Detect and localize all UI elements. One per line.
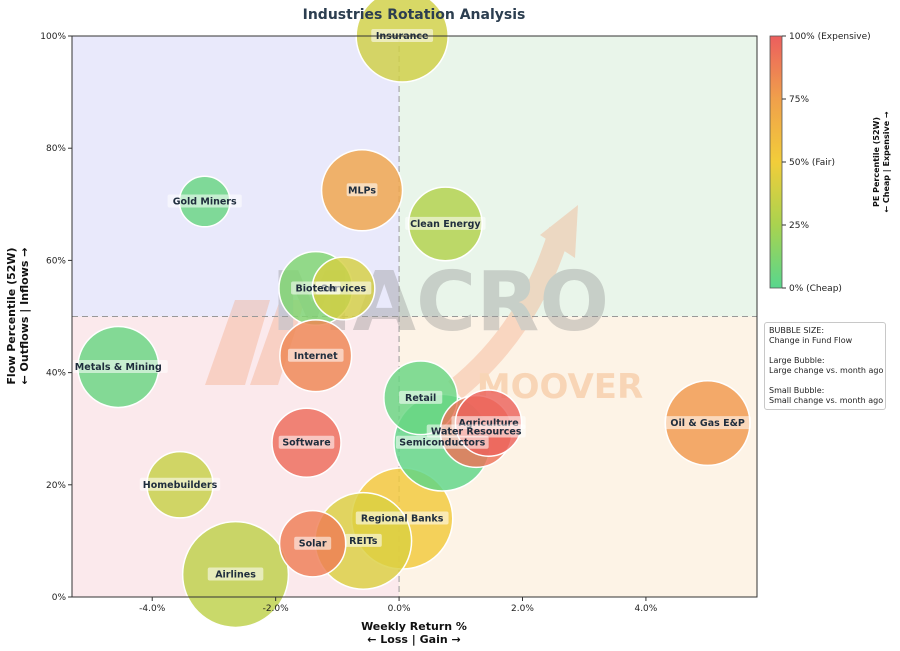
quadrant-backgrounds — [72, 36, 757, 597]
bubble-label-bg — [291, 281, 341, 295]
x-axis-label: Weekly Return % — [361, 620, 467, 633]
bubble-label: Agriculture — [458, 418, 518, 429]
bubble-label-bg — [346, 183, 378, 197]
x-tick-label: -4.0% — [139, 604, 166, 614]
bubble-size-legend: BUBBLE SIZE: Change in Fund Flow Large B… — [764, 322, 886, 410]
bubble-label: MLPs — [348, 185, 376, 196]
x-axis-sublabel: ← Loss | Gain → — [367, 633, 460, 646]
bubble-label: Retail — [405, 393, 436, 404]
bubble-label: Regional Banks — [361, 513, 444, 524]
y-tick-label: 0% — [52, 593, 67, 603]
y-tick-label: 100% — [40, 32, 66, 42]
bubble-label: Clean Energy — [410, 219, 481, 230]
x-tick-label: 0.0% — [388, 604, 411, 614]
bubble-label-bg — [395, 435, 489, 449]
bubble-label-bg — [664, 416, 751, 430]
bubble-label-bg — [287, 348, 344, 362]
y-tick-label: 60% — [46, 256, 66, 266]
bubble-label-bg — [344, 533, 382, 547]
bubble-label: Services — [321, 283, 366, 294]
bubble-label: Water Resources — [431, 427, 522, 438]
bubble-label: Oil & Gas E&P — [670, 418, 744, 429]
bubble-label: Homebuilders — [143, 480, 218, 491]
bubble-label: Software — [282, 438, 330, 449]
plot-frame — [71, 35, 758, 598]
colorbar-tick-label: 25% — [789, 221, 809, 231]
quadrant-top-right — [399, 36, 757, 317]
y-tick-label: 20% — [46, 481, 66, 491]
colorbar-tick-label: 75% — [789, 95, 809, 105]
bubble-label: Airlines — [215, 570, 256, 581]
y-axis-label: Flow Percentile (52W) — [5, 247, 18, 384]
bubble-label: Gold Miners — [173, 196, 237, 207]
y-axis-sublabel: ← Outflows | Inflows → — [18, 248, 31, 385]
bubble-label: Internet — [294, 351, 338, 362]
reference-lines — [72, 36, 757, 597]
bubble-label-bg — [426, 424, 526, 438]
bubble-label-bg — [139, 477, 221, 491]
legend-line: BUBBLE SIZE: — [769, 326, 825, 335]
colorbar-label: PE Percentile (52W) — [872, 117, 881, 207]
legend-line: Large Bubble: — [769, 356, 825, 365]
chart-title: Industries Rotation Analysis — [303, 7, 526, 23]
colorbar: 0% (Cheap) 25% 50% (Fair) 75% 100% (Expensiv… — [769, 32, 871, 294]
colorbar-sublabel: ← Cheap | Expensive → — [882, 111, 891, 213]
x-tick-label: -2.0% — [263, 604, 290, 614]
bubble-label-bg — [68, 359, 168, 373]
bubble-label-bg — [278, 435, 335, 449]
colorbar-tick-label: 0% (Cheap) — [789, 284, 842, 294]
y-tick-label: 80% — [46, 144, 66, 154]
bubble-label-bg — [355, 511, 449, 525]
bubble-label: Metals & Mining — [75, 362, 162, 373]
x-tick-label: 4.0% — [634, 604, 657, 614]
bubble-label-bg — [405, 216, 486, 230]
legend-line: Small Bubble: — [769, 386, 825, 395]
legend-line: Small change vs. month ago — [769, 396, 884, 405]
bubble-label-bg — [207, 567, 264, 581]
axes: -4.0% -2.0% 0.0% 2.0% 4.0% 0% 20% 40% 60% 80% 100% — [40, 32, 758, 614]
colorbar-tick-label: 100% (Expensive) — [789, 32, 871, 42]
legend-line: Large change vs. month ago — [769, 366, 884, 375]
y-tick-label: 40% — [46, 369, 66, 379]
colorbar-tick-label: 50% (Fair) — [789, 158, 835, 168]
bubble-label-bg — [167, 194, 242, 208]
bubble-label: REITs — [349, 536, 378, 547]
bubble-label: Biotech — [296, 283, 337, 294]
bubble-label: Solar — [299, 539, 327, 550]
bubble-label-bg — [399, 390, 443, 404]
bubble-label-bg — [294, 536, 332, 550]
bubble-label: Semiconductors — [399, 438, 485, 449]
x-tick-label: 2.0% — [511, 604, 534, 614]
legend-line: Change in Fund Flow — [769, 336, 853, 345]
